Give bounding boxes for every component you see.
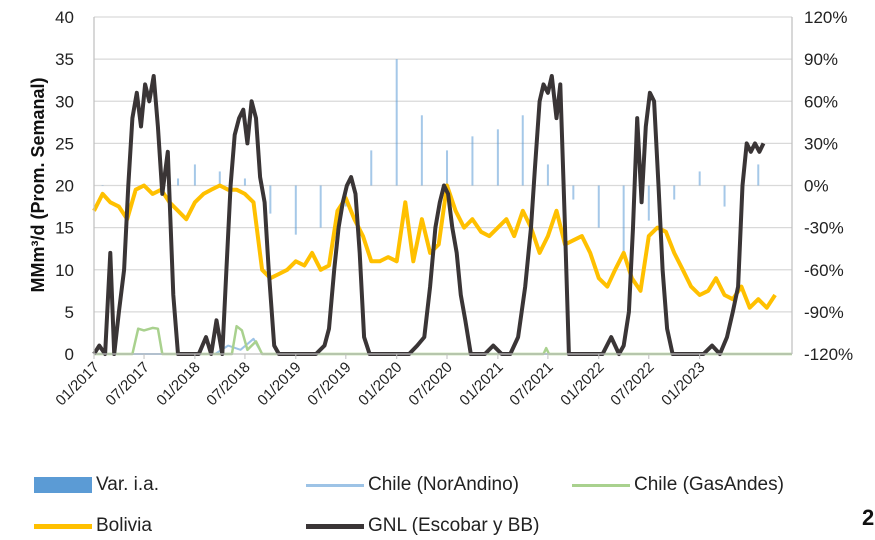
bar-var-ia-16 xyxy=(521,115,524,186)
legend-label-chile-norandino: Chile (NorAndino) xyxy=(368,474,520,495)
bar-var-ia-8 xyxy=(319,185,322,228)
legend-label-gnl: GNL (Escobar y BB) xyxy=(368,515,540,536)
y2-tick-label-5: -30% xyxy=(804,219,844,238)
y2-tick-label-7: -90% xyxy=(804,303,844,322)
legend: Var. i.a. Chile (NorAndino) Chile (GasAn… xyxy=(0,455,875,540)
y2-tick-labels: 120% 90% 60% 30% 0% -30% -60% -90% -120% xyxy=(804,8,853,364)
bar-var-ia-10 xyxy=(370,150,373,186)
bar-var-ia-11 xyxy=(395,59,398,186)
legend-item-var-ia: Var. i.a. xyxy=(34,474,159,496)
y2-tick-label-2: 60% xyxy=(804,92,838,111)
bar-var-ia-4 xyxy=(218,171,221,186)
legend-item-chile-norandino: Chile (NorAndino) xyxy=(306,474,519,496)
bar-var-ia-19 xyxy=(597,185,600,228)
bar-var-ia-23 xyxy=(698,171,701,186)
legend-item-bolivia: Bolivia xyxy=(34,515,152,537)
legend-label-var-ia: Var. i.a. xyxy=(96,474,160,495)
chart-svg: 0 5 10 15 20 25 30 35 40 120% 90% 60% 30% 0% -30% -60%… xyxy=(28,8,854,410)
y-tick-label-3: 15 xyxy=(55,219,74,238)
bar-var-ia-17 xyxy=(546,164,549,186)
legend-swatch-gnl xyxy=(306,523,364,529)
bar-var-ia-6 xyxy=(269,185,272,214)
bar-var-ia-12 xyxy=(420,115,423,186)
y2-tick-label-8: -120% xyxy=(804,345,853,364)
bar-var-ia-0 xyxy=(101,185,104,186)
y-tick-labels: 0 5 10 15 20 25 30 35 40 xyxy=(55,8,74,364)
y-tick-label-0: 0 xyxy=(65,345,74,364)
legend-swatch-var-ia xyxy=(34,477,92,493)
bar-var-ia-5 xyxy=(243,178,246,186)
bar-var-ia-21 xyxy=(647,185,650,221)
y2-tick-label-6: -60% xyxy=(804,261,844,280)
bar-var-ia-25 xyxy=(757,164,760,186)
y-tick-label-2: 10 xyxy=(55,261,74,280)
y-tick-label-5: 25 xyxy=(55,134,74,153)
legend-item-chile-gasandes: Chile (GasAndes) xyxy=(572,474,784,496)
legend-label-bolivia: Bolivia xyxy=(96,515,152,536)
bar-var-ia-13 xyxy=(446,150,449,186)
legend-swatch-chile-gasandes xyxy=(572,483,630,487)
y-tick-label-6: 30 xyxy=(55,92,74,111)
series-line-chile-gasandes xyxy=(94,324,792,356)
bar-var-ia-20 xyxy=(622,185,625,256)
legend-label-chile-gasandes: Chile (GasAndes) xyxy=(634,474,784,495)
y2-tick-label-1: 90% xyxy=(804,50,838,69)
legend-swatch-bolivia xyxy=(34,523,92,529)
y2-tick-label-3: 30% xyxy=(804,134,838,153)
bar-var-ia-3 xyxy=(193,164,196,186)
page-number: 2 xyxy=(862,505,875,530)
bar-var-ia-15 xyxy=(496,129,499,186)
bars-var-ia xyxy=(101,59,760,256)
y2-tick-label-4: 0% xyxy=(804,177,829,196)
bar-var-ia-22 xyxy=(673,185,676,200)
y2-tick-label-0: 120% xyxy=(804,8,847,27)
bar-var-ia-2 xyxy=(177,178,180,186)
y-axis-title: MMm³/d (Prom. Semanal) xyxy=(28,77,48,292)
bar-var-ia-18 xyxy=(572,185,575,200)
y-tick-label-7: 35 xyxy=(55,50,74,69)
y-tick-label-8: 40 xyxy=(55,8,74,27)
bar-var-ia-14 xyxy=(471,136,474,186)
y-tick-label-4: 20 xyxy=(55,177,74,196)
bar-var-ia-24 xyxy=(723,185,726,207)
legend-item-gnl: GNL (Escobar y BB) xyxy=(306,515,539,537)
axes xyxy=(93,17,793,355)
bar-var-ia-7 xyxy=(294,185,297,235)
legend-swatch-chile-norandino xyxy=(306,483,364,487)
y-tick-label-1: 5 xyxy=(65,303,74,322)
